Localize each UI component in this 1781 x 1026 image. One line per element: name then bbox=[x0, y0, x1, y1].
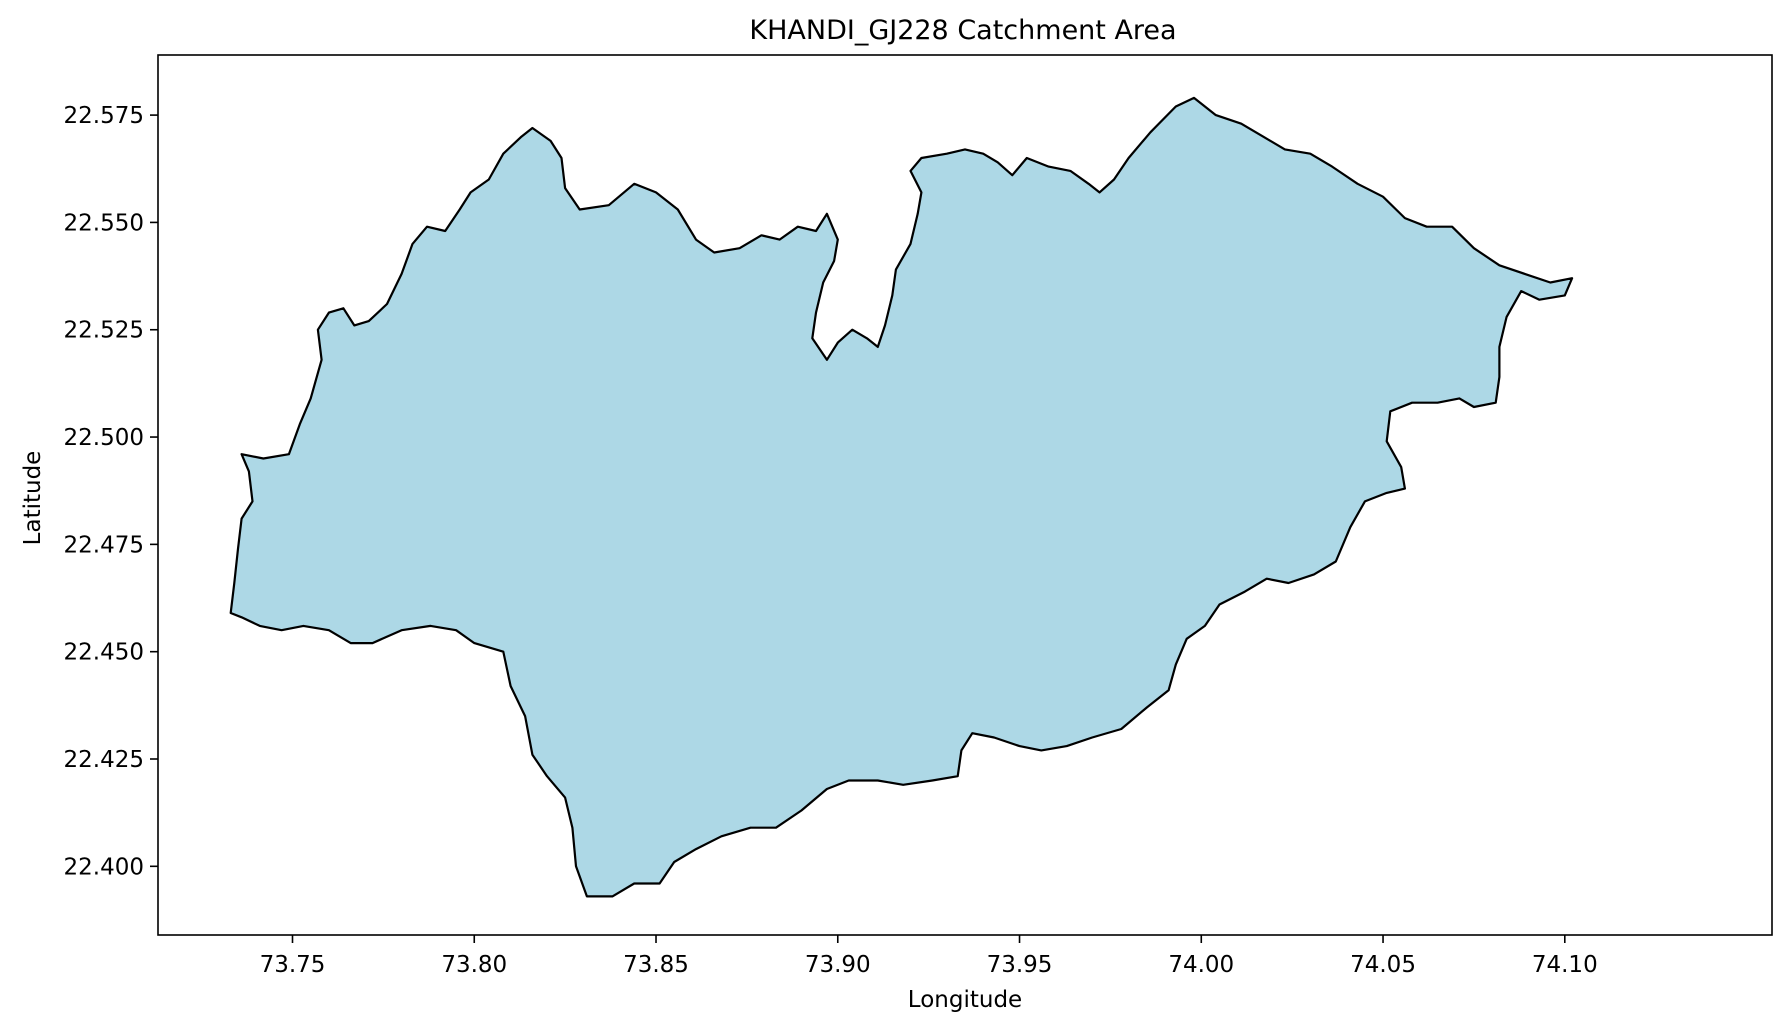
y-tick-label: 22.425 bbox=[64, 747, 144, 773]
y-axis-label: Latitude bbox=[20, 451, 46, 546]
y-tick-label: 22.575 bbox=[64, 103, 144, 129]
plot-frame bbox=[157, 54, 1773, 936]
x-tick-label: 73.90 bbox=[805, 952, 871, 978]
x-axis-label: Longitude bbox=[908, 987, 1022, 1013]
y-axis: 22.400 22.425 22.450 22.475 22.500 22.525 22.5… bbox=[64, 103, 158, 880]
chart-title: KHANDI_GJ228 Catchment Area bbox=[749, 15, 1176, 46]
x-tick-label: 73.75 bbox=[260, 952, 326, 978]
catchment-shape-layer bbox=[229, 96, 1574, 898]
x-tick-label: 73.85 bbox=[623, 952, 689, 978]
x-tick-label: 74.10 bbox=[1532, 952, 1598, 978]
y-tick-label: 22.450 bbox=[64, 640, 144, 666]
x-tick-label: 74.00 bbox=[1168, 952, 1234, 978]
y-tick-label: 22.500 bbox=[64, 425, 144, 451]
y-tick-label: 22.400 bbox=[64, 854, 144, 880]
y-tick-label: 22.475 bbox=[64, 532, 144, 558]
y-tick-label: 22.525 bbox=[64, 318, 144, 344]
x-axis: 73.75 73.80 73.85 73.90 73.95 74.00 74.05 74.10 bbox=[260, 935, 1598, 978]
x-tick-label: 74.05 bbox=[1350, 952, 1416, 978]
y-tick-label: 22.550 bbox=[64, 210, 144, 236]
x-tick-label: 73.80 bbox=[441, 952, 507, 978]
catchment-area-polygon bbox=[229, 96, 1574, 898]
x-tick-label: 73.95 bbox=[987, 952, 1053, 978]
